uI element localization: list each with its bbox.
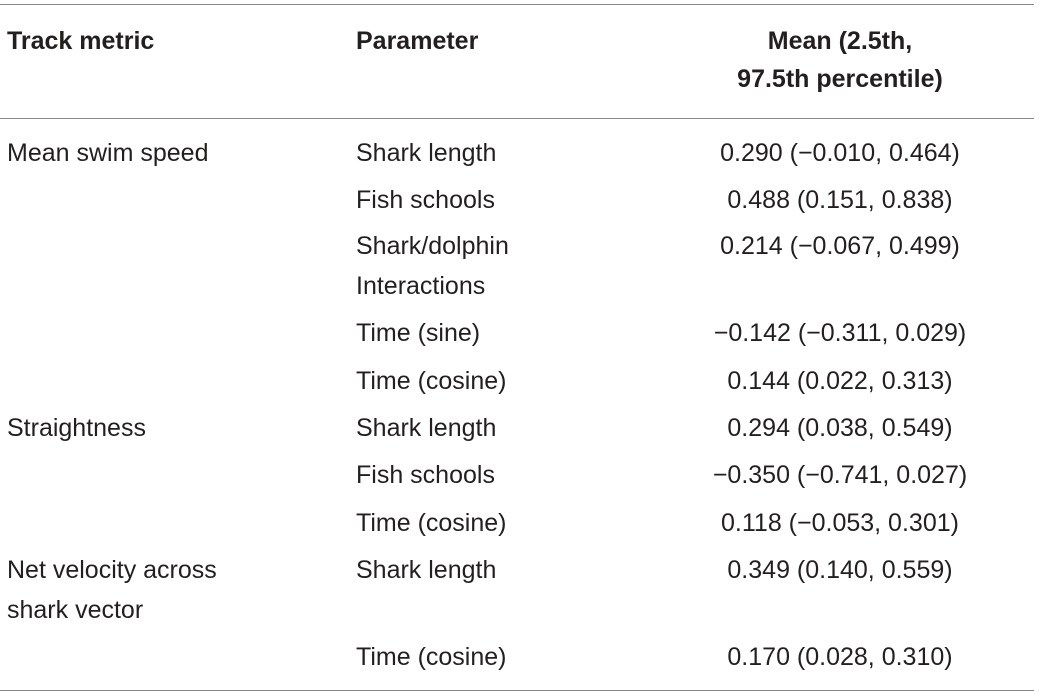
cell-parameter: Time (cosine) [356, 509, 507, 537]
cell-mean: 0.349 (0.140, 0.559) [727, 556, 953, 584]
cell-parameter: Shark/dolphin Interactions [356, 226, 656, 306]
cell-mean: 0.118 (−0.053, 0.301) [721, 509, 959, 537]
cell-mean: 0.144 (0.022, 0.313) [727, 367, 953, 395]
header-divider-rule [0, 118, 1034, 119]
cell-parameter: Shark length [356, 139, 497, 167]
cell-mean: 0.294 (0.038, 0.549) [727, 414, 953, 442]
header-track-metric: Track metric [7, 27, 155, 55]
header-mean-line1: Mean (2.5th, [767, 27, 913, 55]
header-mean-line2: 97.5th percentile) [737, 65, 943, 93]
cell-parameter-line2: Interactions [356, 272, 486, 300]
cell-parameter: Fish schools [356, 461, 495, 489]
cell-track-metric-line1: Net velocity across [7, 556, 217, 584]
cell-mean: −0.142 (−0.311, 0.029) [713, 319, 967, 347]
cell-parameter-line1: Shark/dolphin [356, 232, 509, 260]
cell-parameter: Time (cosine) [356, 643, 507, 671]
cell-track-metric: Mean swim speed [7, 139, 209, 167]
table-bottom-rule [0, 690, 1034, 691]
cell-mean: 0.488 (0.151, 0.838) [727, 186, 953, 214]
cell-parameter: Time (sine) [356, 319, 481, 347]
cell-mean: 0.290 (−0.010, 0.464) [720, 139, 960, 167]
cell-mean: −0.350 (−0.741, 0.027) [712, 461, 968, 489]
cell-parameter: Shark length [356, 414, 497, 442]
header-mean: Mean (2.5th, 97.5th percentile) [668, 22, 1012, 98]
cell-parameter: Fish schools [356, 186, 495, 214]
cell-track-metric: Net velocity across shark vector [7, 550, 337, 630]
cell-mean: 0.214 (−0.067, 0.499) [720, 232, 960, 260]
cell-parameter: Shark length [356, 556, 497, 584]
cell-parameter: Time (cosine) [356, 367, 507, 395]
cell-track-metric-line2: shark vector [7, 596, 144, 624]
table-top-rule [0, 4, 1034, 5]
cell-mean: 0.170 (0.028, 0.310) [727, 643, 953, 671]
header-parameter: Parameter [356, 27, 479, 55]
cell-track-metric: Straightness [7, 414, 146, 442]
